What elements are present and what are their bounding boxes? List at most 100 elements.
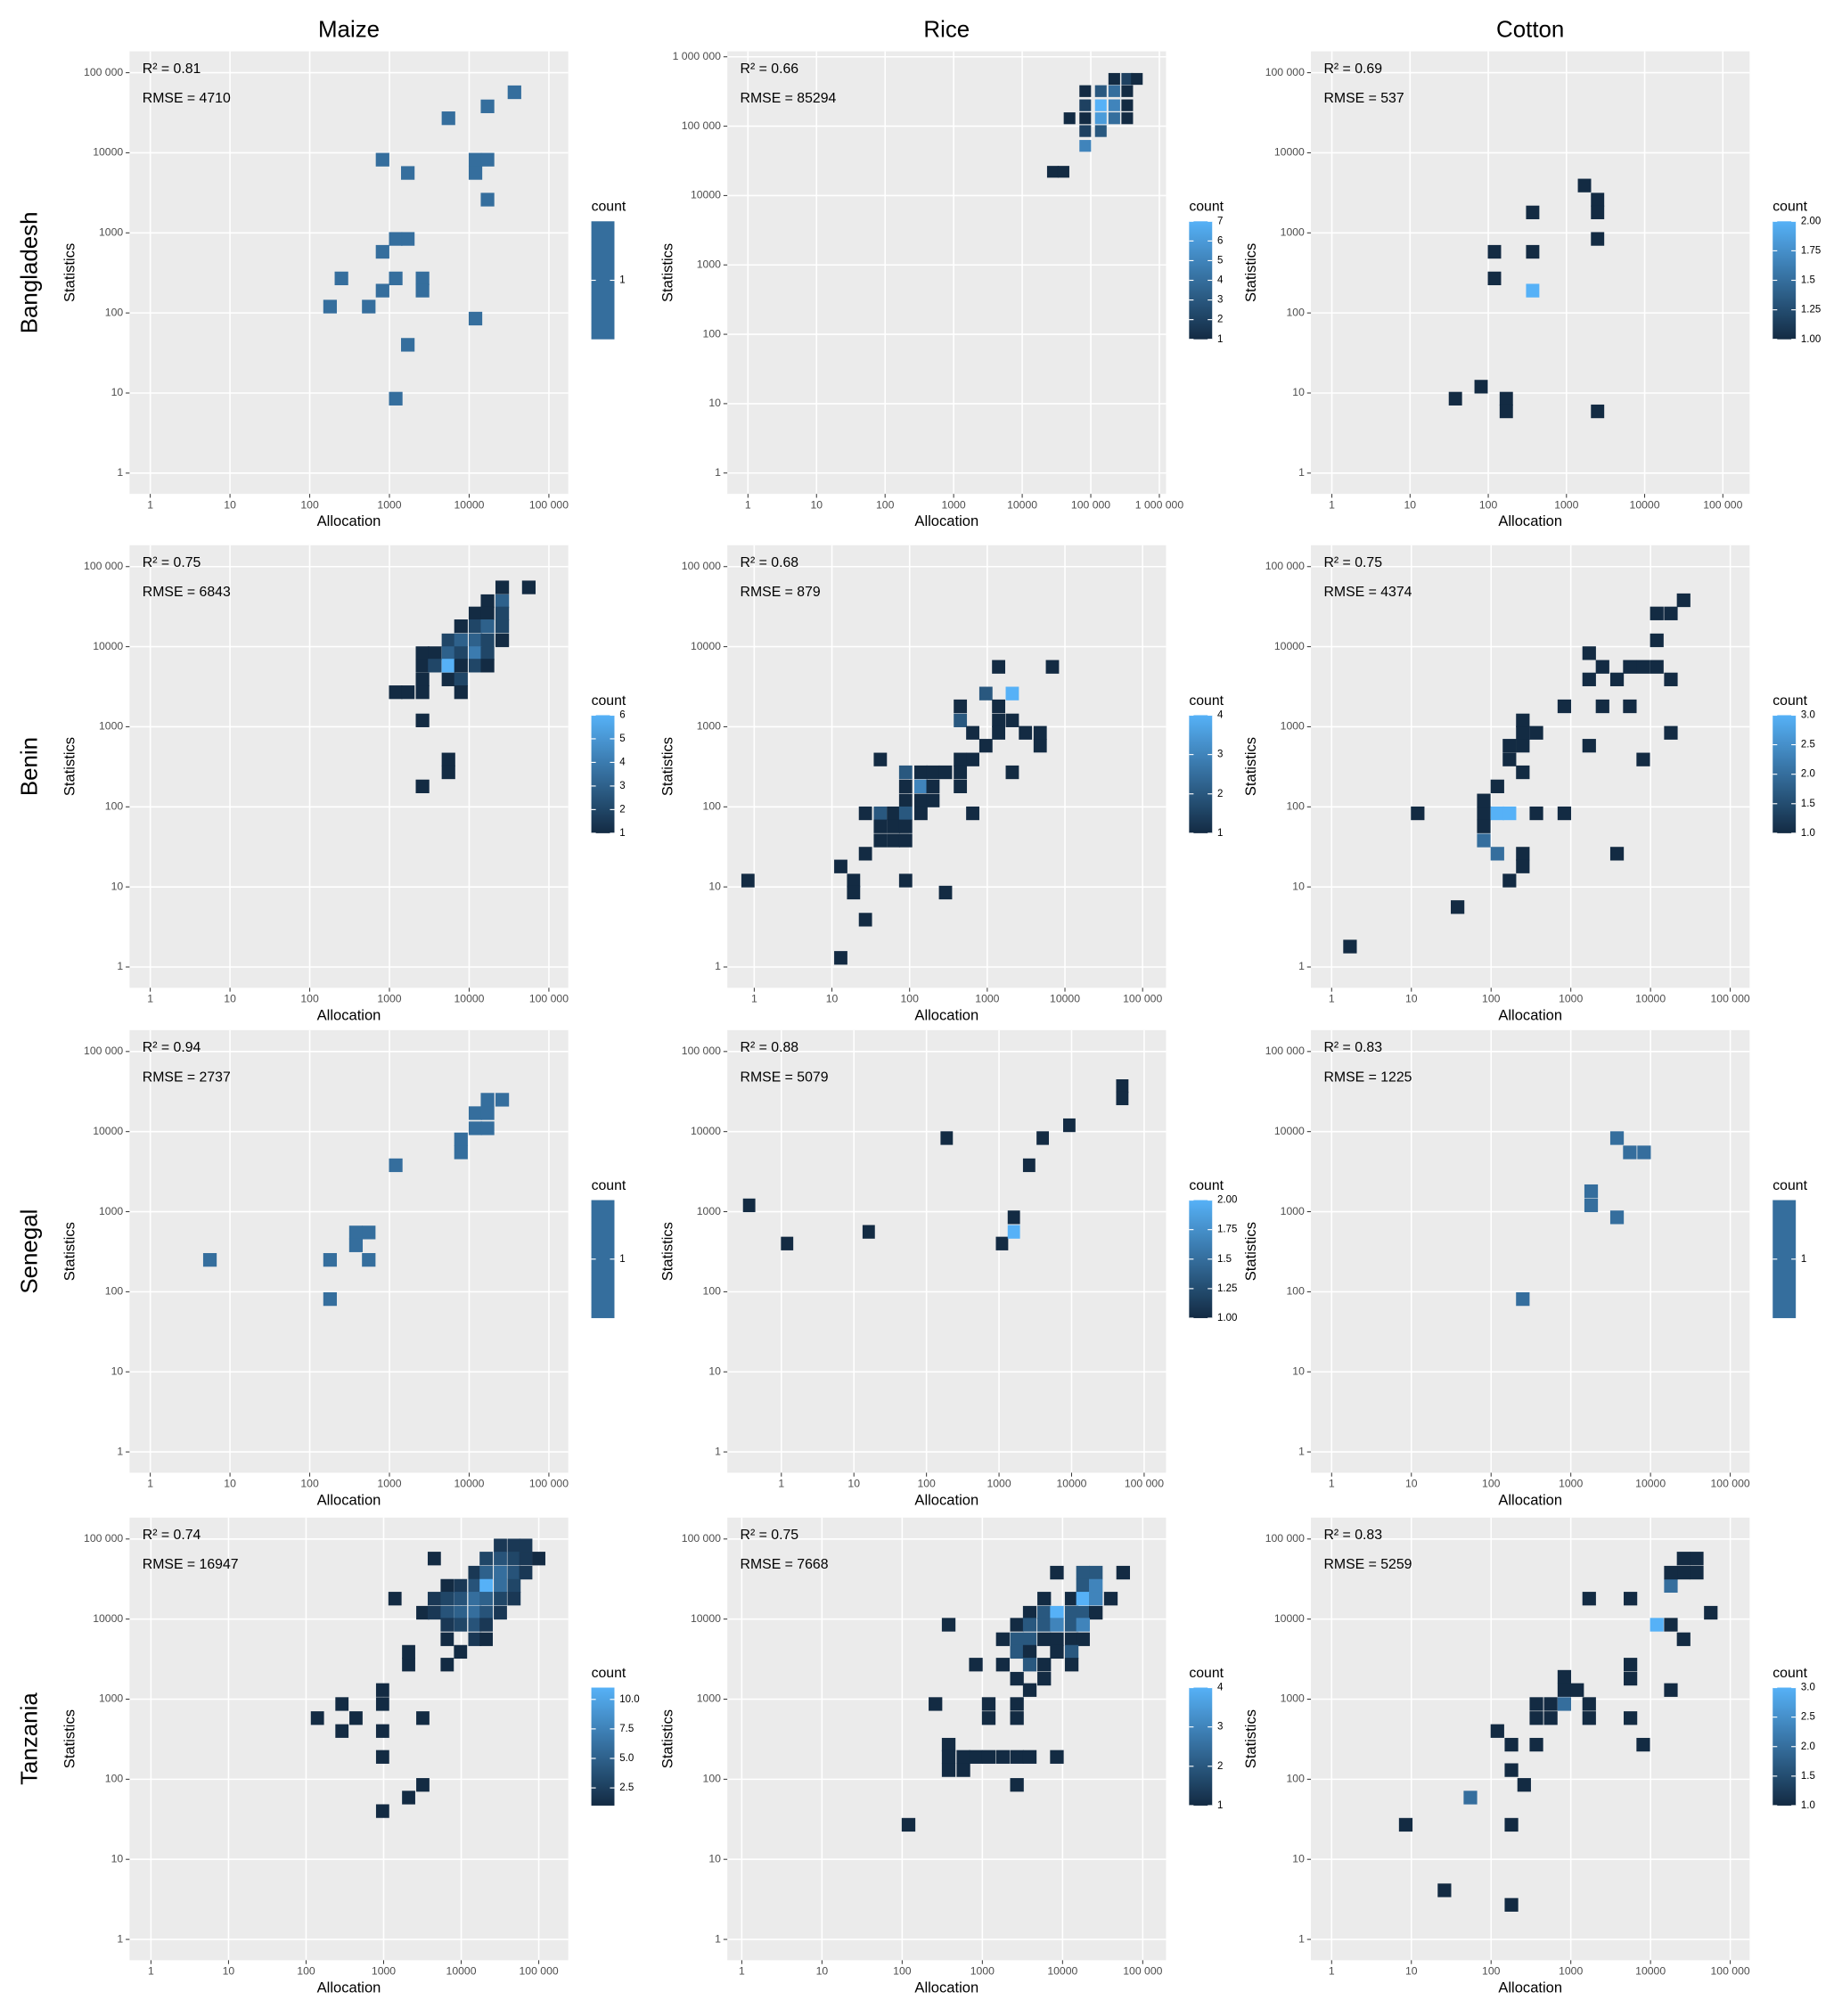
bin-tile	[898, 779, 913, 793]
bin-tile	[519, 1565, 533, 1580]
bin-tile	[375, 244, 389, 259]
x-tick-label: 10000	[454, 993, 484, 1005]
bin-tile	[941, 1750, 956, 1764]
bin-tile	[1487, 244, 1502, 259]
x-tick-label: 10	[224, 1478, 236, 1490]
legend-tick-label: 1.00	[1801, 334, 1821, 345]
legend-tick-label: 3	[619, 781, 625, 791]
x-tick-label: 1	[1329, 1478, 1335, 1490]
bin-tile	[375, 283, 389, 298]
legend-tick-label: 2	[1217, 1761, 1223, 1772]
x-tick-label: 10000	[454, 498, 484, 511]
y-tick-label: 1	[1298, 1932, 1305, 1945]
x-tick-label: 1000	[986, 1478, 1011, 1490]
bin-tile	[1690, 1552, 1704, 1566]
bin-tile	[1050, 1750, 1064, 1764]
legend-tick-label: 7.5	[619, 1724, 634, 1734]
bin-tile	[1636, 1737, 1650, 1752]
bin-tile	[1037, 1671, 1052, 1686]
bin-tile	[1010, 1697, 1024, 1711]
bin-tile	[468, 1578, 482, 1594]
bin-tile	[862, 1225, 875, 1239]
bin-tile	[1448, 391, 1462, 406]
bin-tile	[375, 1697, 389, 1711]
y-tick-label: 1000	[1281, 720, 1305, 733]
x-tick-label: 1	[751, 993, 757, 1005]
x-tick-label: 100 000	[1125, 1478, 1164, 1490]
x-tick-label: 1	[148, 1965, 154, 1978]
bin-tile	[1624, 1658, 1638, 1672]
legend-tick-label: 1.5	[1801, 275, 1815, 286]
bin-tile	[1121, 99, 1134, 111]
legend-tick-label: 1.25	[1801, 305, 1821, 316]
y-axis-title: Statistics	[61, 737, 78, 796]
x-tick-label: 10	[1405, 1478, 1418, 1490]
bin-tile	[494, 1552, 507, 1566]
x-tick-label: 10000	[1635, 993, 1666, 1005]
bin-tile	[454, 1605, 468, 1620]
bin-tile	[1582, 1711, 1596, 1725]
bin-tile	[929, 1697, 943, 1711]
bin-tile	[1487, 271, 1502, 286]
x-tick-label: 10	[1404, 498, 1417, 511]
x-tick-label: 100	[893, 1965, 912, 1978]
x-tick-label: 1	[1329, 993, 1335, 1005]
y-tick-label: 10	[1292, 880, 1305, 892]
bin-tile	[1490, 1724, 1504, 1738]
bin-tile	[468, 311, 483, 326]
bin-tile	[454, 646, 468, 660]
x-tick-label: 1	[778, 1478, 784, 1490]
annotation: RMSE = 4374	[1323, 585, 1412, 600]
bin-tile	[428, 646, 442, 660]
bin-tile	[375, 152, 389, 167]
bin-tile	[742, 1198, 756, 1213]
bin-tile	[898, 833, 913, 848]
bin-tile	[1079, 85, 1092, 97]
legend-tick-label: 3	[1217, 1722, 1223, 1733]
bin-tile	[898, 873, 913, 888]
bin-tile	[480, 594, 495, 609]
y-axis-title: Statistics	[1242, 1222, 1259, 1281]
bin-tile	[966, 806, 979, 821]
bin-tile	[1504, 1763, 1519, 1777]
y-tick-label: 10000	[1274, 640, 1305, 652]
y-tick-label: 1000	[697, 258, 721, 270]
bin-tile	[898, 806, 913, 821]
bin-tile	[1103, 1592, 1118, 1606]
row-title: Tanzania	[17, 1692, 42, 1785]
bin-tile	[401, 685, 415, 700]
bin-tile	[1063, 112, 1076, 125]
annotation: RMSE = 2737	[143, 1069, 231, 1085]
bin-tile	[202, 1252, 217, 1267]
bin-tile	[495, 619, 510, 634]
bin-tile	[479, 1605, 493, 1620]
annotation: R² = 0.66	[741, 61, 799, 77]
bin-tile	[494, 1605, 507, 1620]
bin-tile	[873, 819, 888, 833]
annotation: R² = 0.88	[741, 1040, 799, 1055]
bin-tile	[441, 646, 455, 660]
bin-tile	[480, 659, 495, 673]
bin-tile	[1010, 1618, 1024, 1632]
y-tick-label: 10000	[691, 1612, 721, 1625]
y-tick-label: 10000	[691, 189, 721, 201]
y-tick-label: 10	[111, 880, 124, 892]
bin-tile	[1037, 1658, 1052, 1672]
bin-tile	[1116, 1078, 1129, 1094]
bin-tile	[1636, 752, 1650, 766]
bin-tile	[1499, 404, 1513, 419]
y-tick-label: 100 000	[682, 1045, 721, 1057]
legend-colorbar	[1189, 1687, 1213, 1806]
y-tick-label: 1	[715, 1445, 721, 1457]
annotation: R² = 0.81	[143, 61, 201, 77]
x-tick-label: 100	[300, 993, 319, 1005]
bin-tile	[1050, 1565, 1064, 1580]
legend-colorbar	[591, 715, 615, 833]
annotation: R² = 0.69	[1323, 61, 1382, 77]
bin-tile	[1650, 660, 1664, 674]
bin-tile	[441, 633, 455, 648]
bin-tile	[1636, 660, 1650, 674]
bin-tile	[454, 659, 468, 673]
legend-title: count	[1772, 200, 1807, 215]
bin-tile	[494, 1565, 507, 1580]
